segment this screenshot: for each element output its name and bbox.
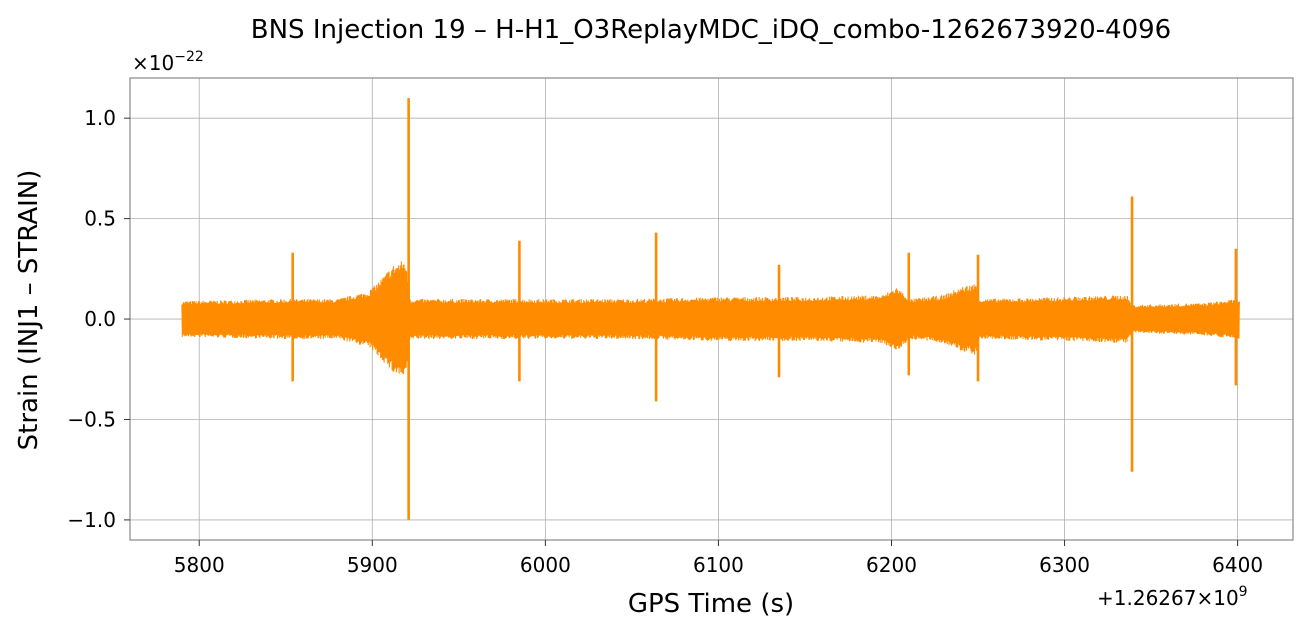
plot-area: [129, 77, 1294, 541]
y-axis-ticks: −1.0 −0.5 0.0 0.5 1.0: [67, 106, 130, 532]
y-axis-label: Strain (INJ1 – STRAIN): [14, 170, 44, 451]
x-tick-label: 5800: [174, 553, 225, 577]
x-axis-ticks: 5800 5900 6000 6100 6200 6300 6400: [174, 540, 1263, 577]
y-tick-label: −1.0: [67, 508, 116, 532]
strain-noise-trace: [181, 261, 1240, 375]
x-tick-label: 6000: [520, 553, 571, 577]
x-tick-label: 6300: [1039, 553, 1090, 577]
chart-title: BNS Injection 19 – H-H1_O3ReplayMDC_iDQ_…: [251, 15, 1171, 45]
x-tick-label: 6400: [1212, 553, 1263, 577]
y-tick-label: −0.5: [67, 407, 116, 431]
x-offset: +1.26267×109: [1097, 584, 1248, 610]
x-tick-label: 5900: [347, 553, 398, 577]
y-tick-label: 0.0: [84, 307, 116, 331]
y-tick-label: 0.5: [84, 207, 116, 231]
series-strain-line: [181, 98, 1240, 520]
y-tick-label: 1.0: [84, 106, 116, 130]
y-multiplier: ×10−22: [132, 49, 204, 75]
x-axis-label: GPS Time (s): [628, 589, 794, 619]
x-tick-label: 6200: [866, 553, 917, 577]
x-tick-label: 6100: [693, 553, 744, 577]
